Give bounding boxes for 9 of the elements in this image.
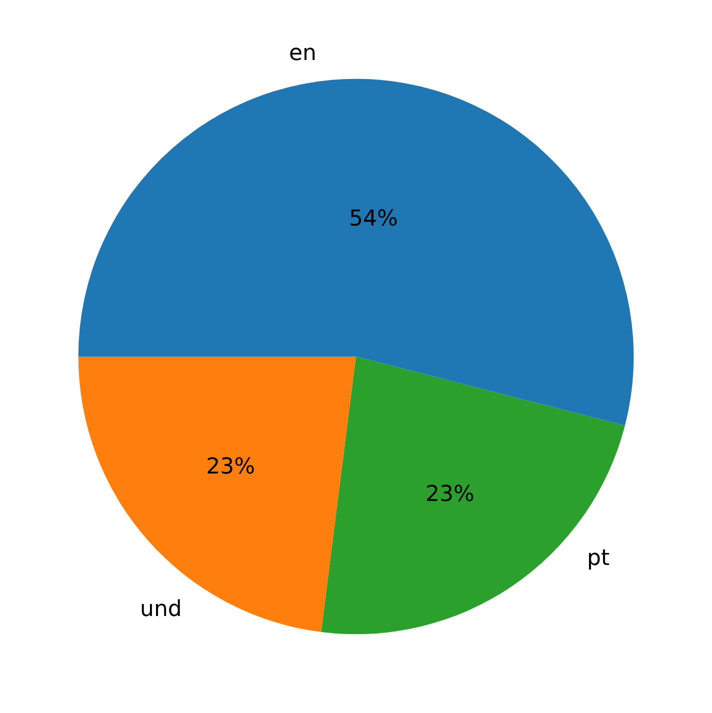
data-label: 54% — [348, 206, 398, 232]
pie-slice — [78, 356, 356, 632]
data-label: 23% — [206, 454, 256, 480]
slice-label: en — [289, 41, 316, 66]
data-label: 23% — [425, 482, 474, 508]
slice-label: pt — [587, 546, 610, 571]
pie-slice — [321, 356, 625, 634]
pie-slice — [78, 79, 634, 426]
slice-label: und — [140, 597, 182, 622]
